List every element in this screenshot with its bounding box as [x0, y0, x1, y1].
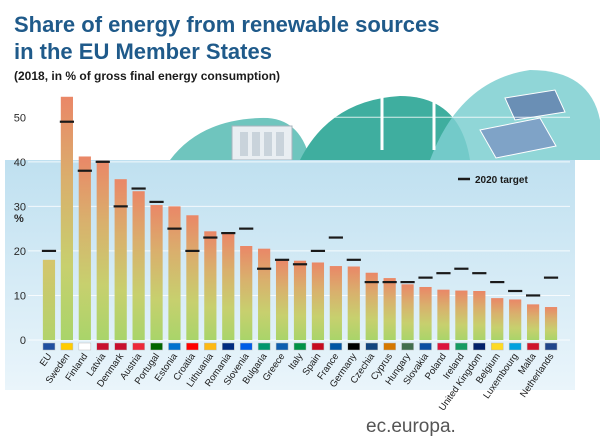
chart-subtitle: (2018, in % of gross final energy consum… — [14, 69, 280, 83]
bar-slovakia — [419, 286, 432, 340]
flag-icon — [347, 342, 361, 351]
bar-ireland — [455, 290, 468, 340]
bar-slovenia — [240, 246, 253, 340]
bar-france — [329, 266, 342, 340]
chart-title-line2: in the EU Member States — [14, 39, 272, 64]
legend: 2020 target — [458, 175, 528, 186]
bar-netherlands — [544, 307, 558, 340]
bar-poland — [437, 289, 450, 340]
bars — [42, 96, 558, 340]
bar-bulgaria — [258, 248, 271, 340]
flag-icon — [96, 342, 110, 351]
y-tick-label: 50 — [14, 112, 26, 124]
flag-icon — [114, 342, 127, 351]
bar-spain — [311, 262, 325, 340]
legend-target-label: 2020 target — [475, 175, 528, 186]
flag-icon — [526, 342, 540, 351]
flag-icon — [311, 342, 325, 351]
flag-icon — [455, 342, 468, 351]
bar-hungary — [401, 284, 414, 340]
flag-icon — [473, 342, 486, 351]
flag-icon — [257, 342, 271, 351]
bar-luxembourg — [509, 299, 522, 340]
flag-icon — [293, 342, 307, 351]
bar-czechia — [365, 272, 378, 340]
y-tick-label: 40 — [14, 157, 26, 169]
flags — [42, 342, 558, 351]
flag-icon — [60, 342, 74, 351]
y-tick-label: 0 — [20, 335, 26, 347]
bar-romania — [222, 233, 235, 340]
bar-germany — [347, 266, 360, 340]
flag-icon — [150, 342, 163, 351]
bar-portugal — [150, 205, 163, 340]
flag-icon — [132, 342, 145, 351]
landscape-illustration — [170, 24, 600, 161]
bar-croatia — [186, 215, 199, 340]
bar-lithuania — [204, 231, 217, 340]
bar-malta — [527, 304, 540, 340]
bar-greece — [275, 259, 289, 340]
flag-icon — [419, 342, 432, 351]
y-axis-ticks: 0 10 20 30 40 50 — [14, 112, 26, 347]
flag-icon — [275, 342, 289, 351]
bar-belgium — [491, 298, 504, 340]
flag-icon — [508, 342, 522, 351]
target-markers — [41, 120, 559, 297]
flag-icon — [490, 342, 504, 351]
y-tick-label: 20 — [14, 246, 26, 258]
y-tick-label: 10 — [14, 290, 26, 302]
bar-estonia — [168, 206, 181, 340]
y-axis-label: % — [14, 213, 24, 225]
bar-austria — [132, 191, 145, 340]
solar-panel-icon — [479, 89, 566, 159]
bar-italy — [293, 260, 307, 340]
flag-icon — [204, 342, 217, 351]
flag-icon — [78, 342, 92, 351]
source-footer: ec.europa. — [366, 416, 456, 437]
bar-finland — [78, 156, 91, 340]
flag-icon — [168, 342, 181, 351]
flag-icon — [42, 342, 56, 351]
flag-icon — [383, 342, 396, 351]
y-tick-label: 30 — [14, 201, 26, 213]
flag-icon — [437, 342, 450, 351]
bar-sweden — [60, 96, 73, 340]
chart-title: Share of energy from renewable sources — [14, 12, 440, 37]
flag-icon — [239, 342, 253, 351]
wind-turbine-icon — [344, 24, 463, 150]
flag-icon — [329, 342, 343, 351]
flag-icon — [186, 342, 199, 351]
hill-center — [300, 96, 470, 160]
bar-united-kingdom — [473, 291, 486, 340]
bar-cyprus — [383, 278, 396, 340]
flag-icon — [401, 342, 414, 351]
bar-eu — [42, 259, 56, 340]
bar-denmark — [114, 179, 127, 340]
dam-icon — [231, 125, 293, 161]
flag-icon — [222, 342, 235, 351]
flag-icon — [365, 342, 378, 351]
flag-icon — [544, 342, 558, 351]
bar-latvia — [96, 160, 109, 340]
